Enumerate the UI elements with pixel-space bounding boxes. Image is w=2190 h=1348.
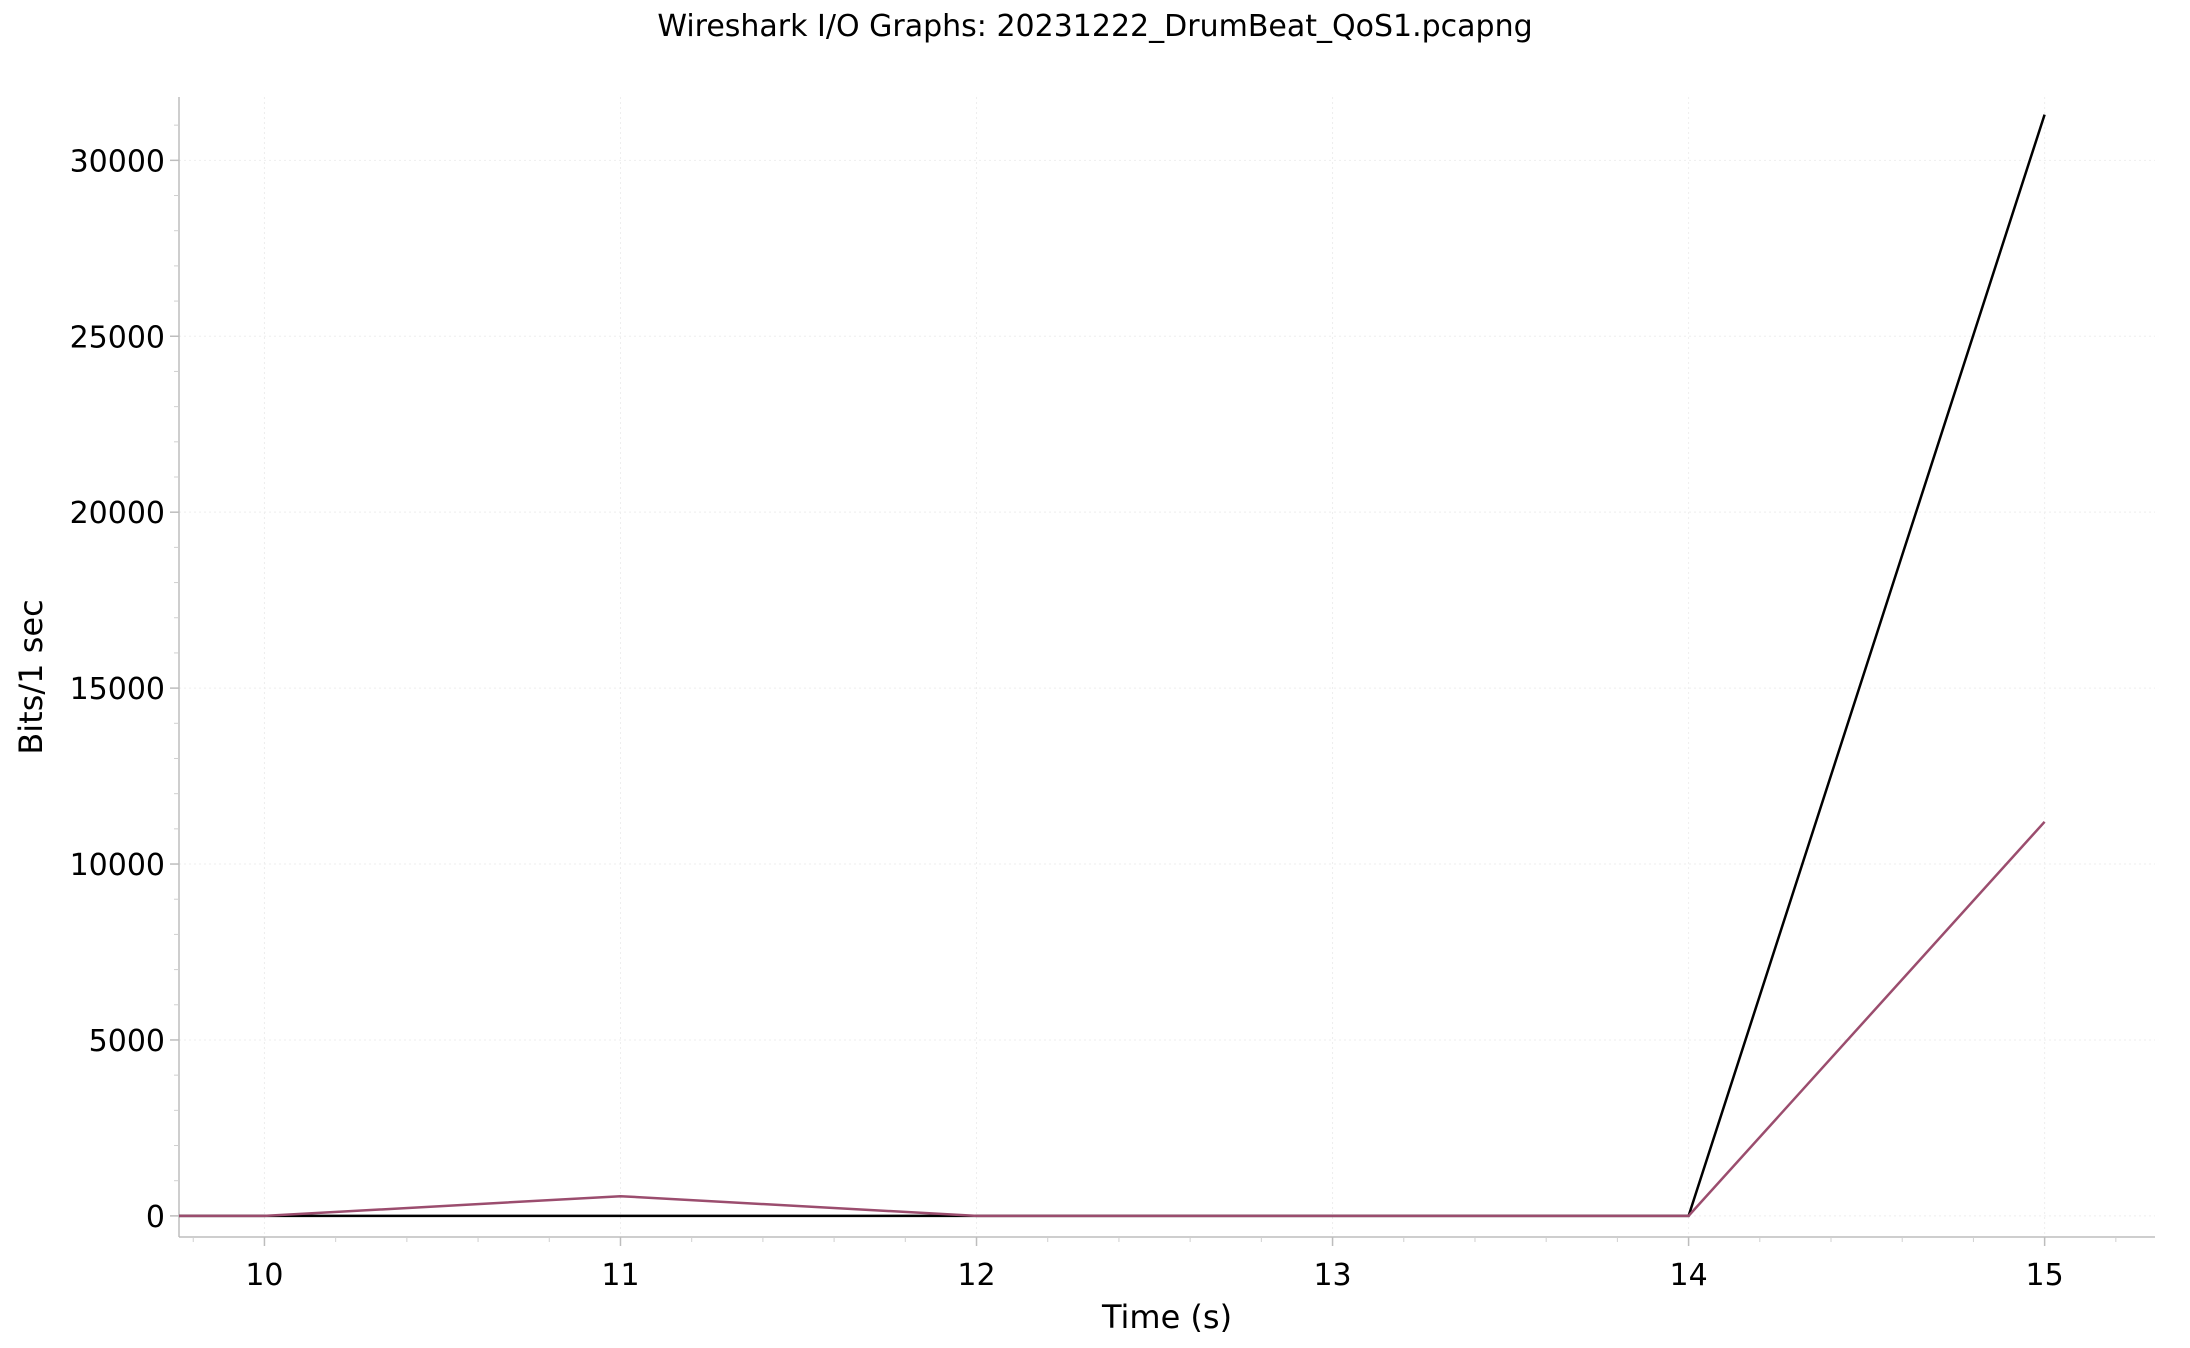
grid xyxy=(179,97,2155,1237)
y-tick-label: 30000 xyxy=(70,144,165,179)
x-tick-label: 10 xyxy=(245,1258,283,1293)
y-tick-label: 20000 xyxy=(70,496,165,531)
x-tick-label: 13 xyxy=(1313,1258,1351,1293)
ticks: 10 11 12 13 14 15 0 5000 10000 15000 20000 25000 300… xyxy=(70,124,2117,1293)
y-tick-label: 15000 xyxy=(70,672,165,707)
x-tick-label: 15 xyxy=(2026,1258,2064,1293)
y-tick-label: 0 xyxy=(146,1200,165,1235)
x-tick-label: 11 xyxy=(601,1258,639,1293)
axes xyxy=(178,97,2155,1238)
y-tick-label: 25000 xyxy=(70,320,165,355)
series-line-1 xyxy=(179,114,2046,1218)
chart-title: Wireshark I/O Graphs: 20231222_DrumBeat_… xyxy=(657,9,1532,44)
x-tick-label: 14 xyxy=(1669,1258,1707,1293)
x-axis-label: Time (s) xyxy=(1101,1298,1232,1336)
x-tick-label: 12 xyxy=(957,1258,995,1293)
series-lines xyxy=(179,114,2046,1218)
series-line-2 xyxy=(179,820,2046,1218)
y-tick-label: 10000 xyxy=(70,848,165,883)
y-tick-label: 5000 xyxy=(89,1024,165,1059)
y-axis-label: Bits/1 sec xyxy=(12,599,50,754)
